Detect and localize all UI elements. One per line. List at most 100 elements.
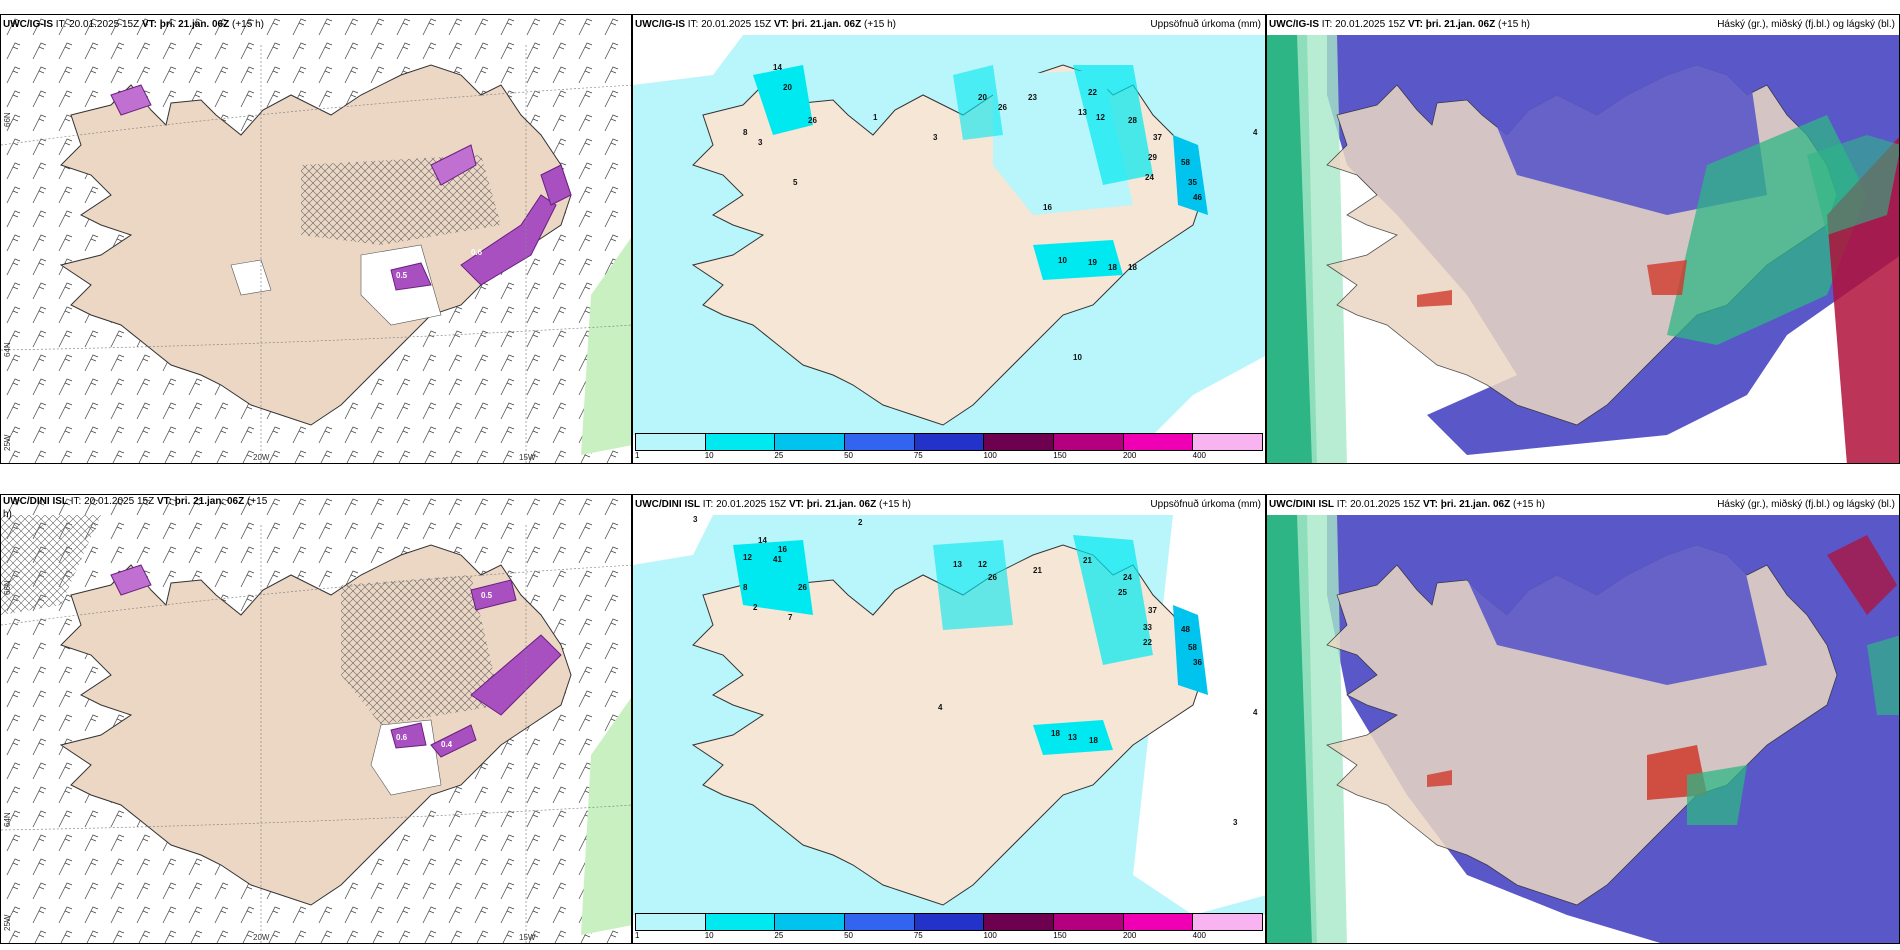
lat-label: 64N xyxy=(3,812,12,827)
svg-text:46: 46 xyxy=(1193,193,1202,202)
legend-swatch xyxy=(914,914,985,930)
cloud-map xyxy=(1267,35,1899,463)
legend-swatch xyxy=(984,914,1055,930)
svg-text:16: 16 xyxy=(1043,203,1052,212)
svg-text:22: 22 xyxy=(1088,88,1097,97)
panel-header: UWC/DINI ISL IT: 20.01.2025 15Z VT: þri.… xyxy=(635,499,911,510)
svg-text:3: 3 xyxy=(693,515,698,524)
panel-title: Háský (gr.), miðský (fj.bl.) og lágský (… xyxy=(1717,499,1895,510)
wind-label: 0.4 xyxy=(441,740,453,749)
panel-title: Uppsöfnuð úrkoma (mm) xyxy=(1150,19,1261,30)
svg-text:23: 23 xyxy=(1028,93,1037,102)
svg-text:4: 4 xyxy=(1253,128,1258,137)
lat-label: 25W xyxy=(3,434,12,451)
svg-text:10: 10 xyxy=(1058,256,1067,265)
panel-header: UWC/IG-IS IT: 20.01.2025 15Z VT: þri. 21… xyxy=(1269,19,1530,30)
panel-clouds-ig: UWC/IG-IS IT: 20.01.2025 15Z VT: þri. 21… xyxy=(1266,14,1900,464)
wind-label: 0.6 xyxy=(396,733,408,742)
svg-text:4: 4 xyxy=(1253,708,1258,717)
panel-wind-ig: UWC/IG-IS IT: 20.01.2025 15Z VT: þri. 21… xyxy=(0,14,632,464)
panel-precip-ig: UWC/IG-IS IT: 20.01.2025 15Z VT: þri. 21… xyxy=(632,14,1266,464)
svg-text:21: 21 xyxy=(1033,566,1042,575)
precip-legend xyxy=(635,433,1263,451)
svg-text:12: 12 xyxy=(743,553,752,562)
legend-swatch xyxy=(1193,434,1263,450)
legend-swatch xyxy=(1123,914,1194,930)
svg-text:29: 29 xyxy=(1148,153,1157,162)
legend-swatch xyxy=(1054,434,1124,450)
svg-text:35: 35 xyxy=(1188,178,1197,187)
panel-wind-dini: UWC/DINI ISL IT: 20.01.2025 15Z VT: þri.… xyxy=(0,494,632,944)
land-iceland xyxy=(691,544,1204,906)
svg-text:13: 13 xyxy=(953,560,962,569)
svg-text:13: 13 xyxy=(1078,108,1087,117)
legend-swatch xyxy=(1054,914,1124,930)
svg-text:5: 5 xyxy=(793,178,798,187)
svg-text:18: 18 xyxy=(1108,263,1117,272)
legend-swatch xyxy=(914,434,985,450)
svg-text:16: 16 xyxy=(778,545,787,554)
svg-text:14: 14 xyxy=(773,63,782,72)
svg-text:19: 19 xyxy=(1088,258,1097,267)
svg-text:3: 3 xyxy=(1233,818,1238,827)
svg-text:8: 8 xyxy=(743,128,748,137)
svg-text:41: 41 xyxy=(773,555,782,564)
wind-map: 0.5 0.6 xyxy=(1,15,631,463)
panel-title: Háský (gr.), miðský (fj.bl.) og lágský (… xyxy=(1717,19,1895,30)
legend-swatch xyxy=(705,914,776,930)
legend-swatch xyxy=(775,434,846,450)
panel-precip-dini: UWC/DINI ISL IT: 20.01.2025 15Z VT: þri.… xyxy=(632,494,1266,944)
svg-text:26: 26 xyxy=(998,103,1007,112)
lat-label: 25W xyxy=(3,914,12,931)
legend-swatch xyxy=(1193,914,1263,930)
precip-map: 14 20 26 8 3 5 1 3 20 26 23 22 13 12 28 … xyxy=(633,35,1265,435)
svg-text:25: 25 xyxy=(1118,588,1127,597)
svg-text:36: 36 xyxy=(1193,658,1202,667)
panel-clouds-dini: UWC/DINI ISL IT: 20.01.2025 15Z VT: þri.… xyxy=(1266,494,1900,944)
svg-text:26: 26 xyxy=(988,573,997,582)
svg-text:14: 14 xyxy=(758,536,767,545)
svg-text:24: 24 xyxy=(1123,573,1132,582)
panel-title: Uppsöfnuð úrkoma (mm) xyxy=(1150,499,1261,510)
legend-swatch xyxy=(775,914,846,930)
svg-text:3: 3 xyxy=(933,133,938,142)
land-iceland xyxy=(59,64,572,426)
svg-text:33: 33 xyxy=(1143,623,1152,632)
legend-labels: 1 10 25 50 75 100 150 200 400 xyxy=(635,451,1207,460)
svg-text:1: 1 xyxy=(873,113,878,122)
svg-text:8: 8 xyxy=(743,583,748,592)
lat-label: 66N xyxy=(3,580,12,595)
lat-label: 66N xyxy=(3,112,12,127)
svg-text:12: 12 xyxy=(978,560,987,569)
svg-text:37: 37 xyxy=(1148,606,1157,615)
svg-text:20: 20 xyxy=(783,83,792,92)
legend-swatch xyxy=(1123,434,1194,450)
panel-header: UWC/IG-IS IT: 20.01.2025 15Z VT: þri. 21… xyxy=(3,19,264,30)
svg-text:22: 22 xyxy=(1143,638,1152,647)
precip-legend xyxy=(635,913,1263,931)
svg-text:28: 28 xyxy=(1128,116,1137,125)
svg-text:18: 18 xyxy=(1089,736,1098,745)
svg-text:18: 18 xyxy=(1128,263,1137,272)
svg-text:7: 7 xyxy=(788,613,793,622)
svg-text:10: 10 xyxy=(1073,353,1082,362)
svg-text:37: 37 xyxy=(1153,133,1162,142)
svg-text:21: 21 xyxy=(1083,556,1092,565)
svg-text:26: 26 xyxy=(808,116,817,125)
svg-text:2: 2 xyxy=(858,518,863,527)
lon-label: 20W xyxy=(253,453,270,462)
svg-text:13: 13 xyxy=(1068,733,1077,742)
panel-header: UWC/DINI ISL IT: 20.01.2025 15Z VT: þri.… xyxy=(3,496,268,520)
svg-text:4: 4 xyxy=(938,703,943,712)
legend-swatch xyxy=(845,914,915,930)
legend-swatch xyxy=(705,434,776,450)
svg-text:12: 12 xyxy=(1096,113,1105,122)
wind-label: 0.5 xyxy=(481,591,493,600)
svg-text:48: 48 xyxy=(1181,625,1190,634)
lon-label: 20W xyxy=(253,933,270,942)
svg-text:20: 20 xyxy=(978,93,987,102)
svg-text:2: 2 xyxy=(753,603,758,612)
cloud-map xyxy=(1267,515,1899,943)
wind-map: 0.6 0.4 0.5 xyxy=(1,495,631,943)
panel-header: UWC/DINI ISL IT: 20.01.2025 15Z VT: þri.… xyxy=(1269,499,1545,510)
